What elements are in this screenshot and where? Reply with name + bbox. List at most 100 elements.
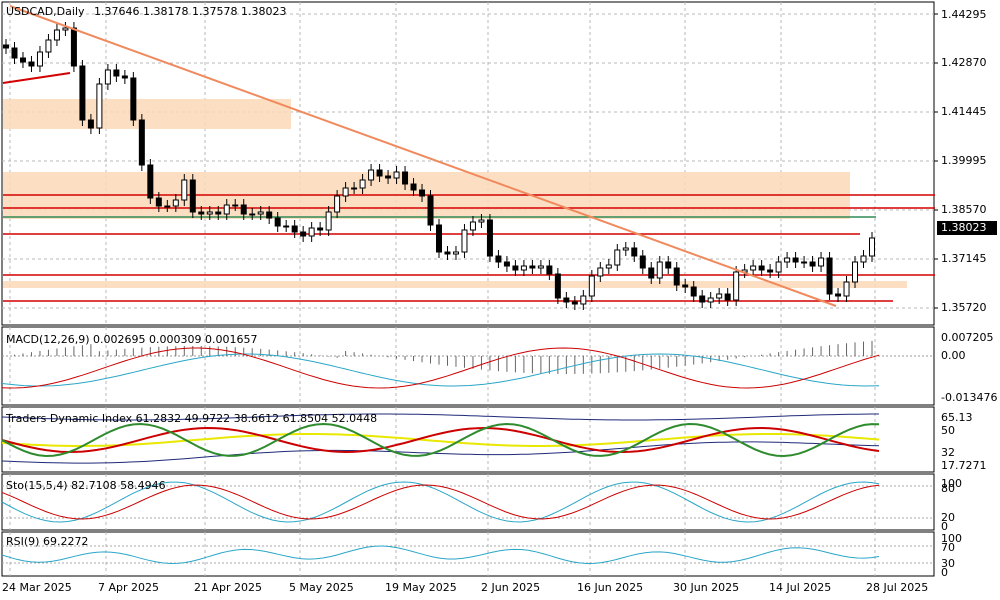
date-axis-label: 28 Jul 2025 bbox=[866, 581, 929, 594]
tdi-lower-band bbox=[1, 441, 880, 464]
candle-body bbox=[631, 247, 638, 257]
candle-body bbox=[809, 261, 816, 267]
candle-body bbox=[571, 301, 578, 305]
candle-body bbox=[605, 264, 612, 269]
candle-body bbox=[784, 257, 791, 263]
candle-body bbox=[70, 27, 77, 67]
macd-axis-label: -0.013476 bbox=[941, 391, 998, 404]
date-axis-label: 5 May 2025 bbox=[289, 581, 354, 594]
candle-body bbox=[274, 217, 281, 227]
macd-signal-line bbox=[1, 353, 880, 387]
candle-body bbox=[232, 204, 239, 207]
candle-body bbox=[215, 211, 222, 215]
candle-body bbox=[682, 284, 689, 288]
tdi-axis-label: 32 bbox=[941, 446, 955, 459]
descending-trendline bbox=[9, 5, 837, 307]
pane-frame bbox=[1, 406, 935, 473]
pane-frame bbox=[1, 326, 935, 406]
candle-body bbox=[121, 75, 128, 79]
candle-body bbox=[801, 261, 808, 264]
candle-body bbox=[3, 44, 9, 49]
candle-body bbox=[79, 65, 86, 121]
candle-body bbox=[444, 251, 451, 255]
candle-body bbox=[775, 261, 782, 273]
sto-signal-line bbox=[1, 484, 880, 520]
candle-body bbox=[597, 267, 604, 277]
candle-body bbox=[189, 179, 196, 213]
candle-body bbox=[452, 251, 459, 255]
candle-body bbox=[138, 119, 145, 166]
candle-body bbox=[164, 205, 171, 208]
candle-body bbox=[104, 69, 111, 85]
candle-body bbox=[359, 179, 366, 189]
candle-body bbox=[860, 255, 867, 263]
candle-body bbox=[410, 183, 417, 191]
candle-body bbox=[469, 221, 476, 231]
candle-body bbox=[325, 211, 332, 231]
candle-body bbox=[835, 293, 842, 297]
candle-body bbox=[223, 204, 230, 215]
candle-body bbox=[28, 61, 35, 67]
tdi-indicator bbox=[1, 413, 880, 464]
candle-body bbox=[317, 227, 324, 231]
candle-body bbox=[588, 275, 595, 297]
candle-body bbox=[155, 197, 162, 207]
candle-body bbox=[665, 261, 672, 269]
macd-axis-label: 0.007205 bbox=[941, 331, 994, 344]
candle-body bbox=[733, 271, 740, 301]
candle-body bbox=[393, 171, 400, 179]
current-price-tag: 1.38023 bbox=[937, 221, 997, 235]
candle-body bbox=[11, 47, 18, 59]
macd-main-line bbox=[1, 347, 880, 389]
tdi-axis-label: 65.13 bbox=[941, 411, 973, 424]
candle-body bbox=[818, 257, 825, 267]
candle-body bbox=[707, 297, 714, 303]
date-axis-label: 21 Apr 2025 bbox=[194, 581, 263, 594]
tdi-axis-label: 17.7271 bbox=[941, 459, 987, 472]
candle-body bbox=[172, 199, 179, 207]
rsi-title: RSI(9) 69.2272 bbox=[6, 535, 89, 548]
candle-body bbox=[87, 119, 94, 129]
price-axis-label: 1.41445 bbox=[941, 105, 987, 118]
candle-body bbox=[699, 295, 706, 303]
candle-body bbox=[181, 179, 188, 201]
zone-upper bbox=[3, 99, 291, 129]
candle-body bbox=[673, 267, 680, 286]
candle-body bbox=[198, 211, 205, 215]
candlesticks bbox=[3, 22, 875, 310]
candle-body bbox=[563, 297, 570, 303]
symbol-title: USDCAD,Daily bbox=[6, 5, 85, 18]
macd-title: MACD(12,26,9) 0.002695 0.000309 0.001657 bbox=[6, 333, 258, 346]
candle-body bbox=[724, 293, 731, 301]
ohlc-values: 1.37646 1.38178 1.37578 1.38023 bbox=[94, 5, 287, 18]
rsi-indicator bbox=[1, 545, 934, 565]
price-axis-label: 1.44295 bbox=[941, 8, 987, 21]
candle-body bbox=[334, 195, 341, 213]
candle-body bbox=[546, 265, 553, 275]
candle-body bbox=[503, 261, 510, 267]
tdi-red-line bbox=[1, 426, 880, 454]
candle-body bbox=[580, 295, 587, 305]
date-axis-label: 19 May 2025 bbox=[385, 581, 457, 594]
candle-body bbox=[478, 219, 485, 223]
candle-body bbox=[385, 175, 392, 179]
rsi-axis-label: 70 bbox=[941, 541, 955, 554]
candle-body bbox=[376, 169, 383, 177]
candle-body bbox=[639, 255, 646, 269]
price-axis-label: 1.38570 bbox=[941, 203, 987, 216]
tdi-green-line bbox=[1, 422, 880, 458]
rsi-axis-label: 0 bbox=[941, 566, 948, 579]
sto-axis-label: 20 bbox=[941, 511, 955, 524]
trendline[interactable] bbox=[9, 5, 837, 307]
candle-body bbox=[750, 265, 757, 271]
date-axis-label: 14 Jul 2025 bbox=[769, 581, 832, 594]
candle-body bbox=[113, 69, 120, 77]
candle-body bbox=[520, 265, 527, 271]
candle-body bbox=[291, 225, 298, 233]
candle-body bbox=[402, 171, 409, 185]
candle-body bbox=[283, 225, 290, 228]
price-axis-label: 1.42870 bbox=[941, 56, 987, 69]
tdi-axis-label: 50 bbox=[941, 424, 955, 437]
candle-body bbox=[758, 265, 765, 271]
